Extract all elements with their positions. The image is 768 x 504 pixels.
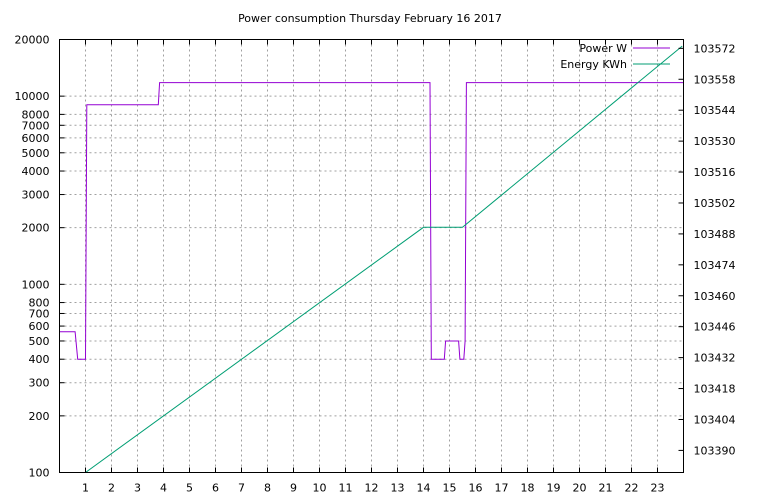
y2-tick-label: 103544 (694, 104, 736, 117)
x-tick-label: 16 (469, 482, 483, 495)
x-tick-label: 18 (521, 482, 535, 495)
x-tick-label: 13 (391, 482, 405, 495)
x-tick-label: 10 (313, 482, 327, 495)
x-tick-label: 8 (264, 482, 271, 495)
y-tick-label: 1000 (22, 278, 50, 291)
x-tick-label: 2 (108, 482, 115, 495)
y2-tick-label: 103432 (694, 352, 736, 365)
x-tick-label: 7 (238, 482, 245, 495)
y-tick-label: 800 (29, 297, 50, 310)
y-tick-label: 100 (29, 467, 50, 480)
y-tick-label: 8000 (22, 108, 50, 121)
x-tick-label: 20 (573, 482, 587, 495)
y-tick-label: 2000 (22, 222, 50, 235)
x-tick-label: 22 (625, 482, 639, 495)
x-tick-label: 14 (417, 482, 431, 495)
y-tick-label: 10000 (15, 90, 50, 103)
x-tick-label: 23 (651, 482, 665, 495)
grid-layer (59, 39, 684, 473)
x-tick-label: 15 (443, 482, 457, 495)
y-tick-label: 700 (29, 307, 50, 320)
y-tick-label: 7000 (22, 119, 50, 132)
axes-layer: 1 2 3 4 5 6 7 8 9 10 11 12 13 14 15 16 17 18 19 20 21 22 23100… (15, 34, 736, 495)
y-tick-label: 300 (29, 377, 50, 390)
chart-title: Power consumption Thursday February 16 2… (238, 12, 502, 25)
y-tick-label: 3000 (22, 189, 50, 202)
y2-tick-label: 103530 (694, 135, 736, 148)
y-tick-label: 5000 (22, 147, 50, 160)
x-tick-label: 1 (82, 482, 89, 495)
x-tick-label: 21 (599, 482, 613, 495)
y2-tick-label: 103502 (694, 197, 736, 210)
legend-label: Power W (579, 42, 627, 55)
y-tick-label: 500 (29, 335, 50, 348)
x-tick-label: 17 (495, 482, 509, 495)
y2-tick-label: 103460 (694, 290, 736, 303)
y2-tick-label: 103516 (694, 166, 736, 179)
x-tick-label: 9 (290, 482, 297, 495)
legend-label: Energy KWh (560, 58, 627, 71)
y-tick-label: 400 (29, 353, 50, 366)
x-tick-label: 4 (160, 482, 167, 495)
y-tick-label: 6000 (22, 132, 50, 145)
x-tick-label: 6 (212, 482, 219, 495)
y-tick-label: 200 (29, 410, 50, 423)
x-tick-label: 19 (547, 482, 561, 495)
y2-tick-label: 103418 (694, 383, 736, 396)
y2-tick-label: 103446 (694, 321, 736, 334)
series-line-energy-kwh (59, 45, 683, 473)
x-tick-label: 11 (339, 482, 353, 495)
y-tick-label: 600 (29, 320, 50, 333)
y2-tick-label: 103488 (694, 228, 736, 241)
series-line-power-w (59, 82, 684, 360)
y2-tick-label: 103390 (694, 444, 736, 457)
y2-tick-label: 103474 (694, 259, 736, 272)
x-tick-label: 5 (186, 482, 193, 495)
y2-tick-label: 103558 (694, 73, 736, 86)
x-tick-label: 12 (365, 482, 379, 495)
y-tick-label: 20000 (15, 34, 50, 47)
y2-tick-label: 103404 (694, 413, 736, 426)
y2-tick-label: 103572 (694, 42, 736, 55)
legend: Power W Energy KWh (560, 42, 670, 71)
y-tick-label: 4000 (22, 165, 50, 178)
x-tick-label: 3 (134, 482, 141, 495)
